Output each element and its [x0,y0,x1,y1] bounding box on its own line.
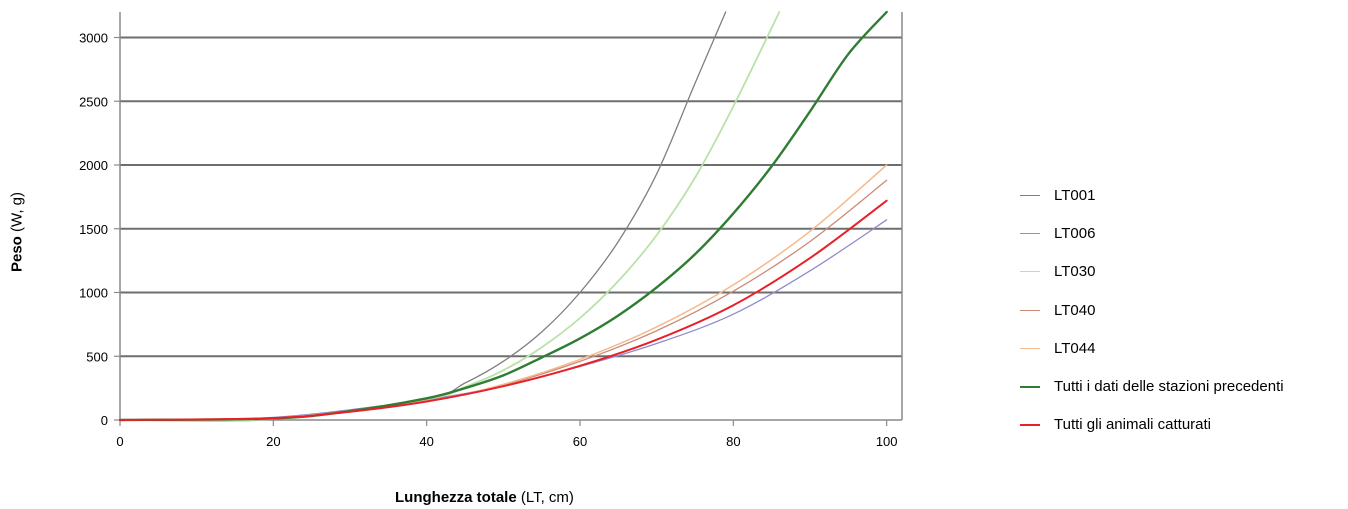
y-tick-label-2500: 2500 [79,94,108,109]
y-axis-label: Peso (W, g) [9,192,26,272]
series-line-lt006 [119,219,888,421]
x-tick-label-20: 20 [266,434,280,449]
series-line-lt030 [119,11,781,422]
y-tick-label-1000: 1000 [79,286,108,301]
series-line-tutti-gli-animali-catturati [119,199,888,421]
x-axis-label-bold: Lunghezza totale [395,489,517,506]
legend-item-lt001: LT001 [1020,176,1284,214]
legend-swatch [1020,309,1040,311]
series-lines [118,10,888,422]
legend-item-lt006: LT006 [1020,214,1284,252]
x-axis-label-rest: (LT, cm) [516,489,574,506]
legend-swatch [1020,232,1040,234]
x-tick-label-40: 40 [419,434,433,449]
legend-swatch [1020,271,1040,273]
series-line-tutti-i-dati-delle-stazioni-precedenti [118,10,888,422]
y-tick-label-1500: 1500 [79,222,108,237]
y-axis-label-rest: (W, g) [8,191,26,237]
legend-item-lt030: LT030 [1020,253,1284,291]
y-tick-label-2000: 2000 [79,158,108,173]
x-tick-label-60: 60 [573,434,587,449]
y-axis-label-bold: Peso [8,236,26,273]
legend-label: Tutti i dati delle stazioni precedenti [1054,378,1284,396]
y-tick-label-3000: 3000 [79,31,108,46]
legend-label: Tutti gli animali catturati [1054,416,1212,434]
y-tick-label-500: 500 [86,349,108,364]
x-tick-label-0: 0 [116,434,123,449]
legend-label: LT006 [1054,224,1096,242]
x-axis-label: Lunghezza totale (LT, cm) [395,489,574,506]
y-tick-labels: 0 500 1000 1500 2000 2500 3000 [79,31,108,429]
x-tick-labels: 0 20 40 60 80 100 [116,434,897,449]
legend-item-lt044: LT044 [1020,329,1284,367]
gridlines [120,36,902,358]
y-tick-label-0: 0 [101,413,108,428]
legend-item-lt040: LT040 [1020,291,1284,329]
legend-label: LT040 [1054,301,1096,319]
legend-swatch [1020,194,1040,196]
legend-item-tutti-gli-animali-catturati: Tutti gli animali catturati [1020,406,1284,444]
legend-swatch [1020,347,1040,349]
legend-item-tutti-i-dati-delle-stazioni-precedenti: Tutti i dati delle stazioni precedenti [1020,367,1284,405]
legend: LT001 LT006 LT030 LT040 LT044 Tutti i dati de… [1020,176,1284,444]
x-tick-label-100: 100 [876,434,898,449]
legend-label: LT044 [1054,339,1096,357]
series-line-lt001 [119,11,727,422]
legend-swatch [1020,385,1040,388]
legend-swatch [1020,423,1040,426]
legend-label: LT001 [1054,186,1096,204]
axes [114,12,903,426]
legend-label: LT030 [1054,263,1096,281]
x-tick-label-80: 80 [726,434,740,449]
